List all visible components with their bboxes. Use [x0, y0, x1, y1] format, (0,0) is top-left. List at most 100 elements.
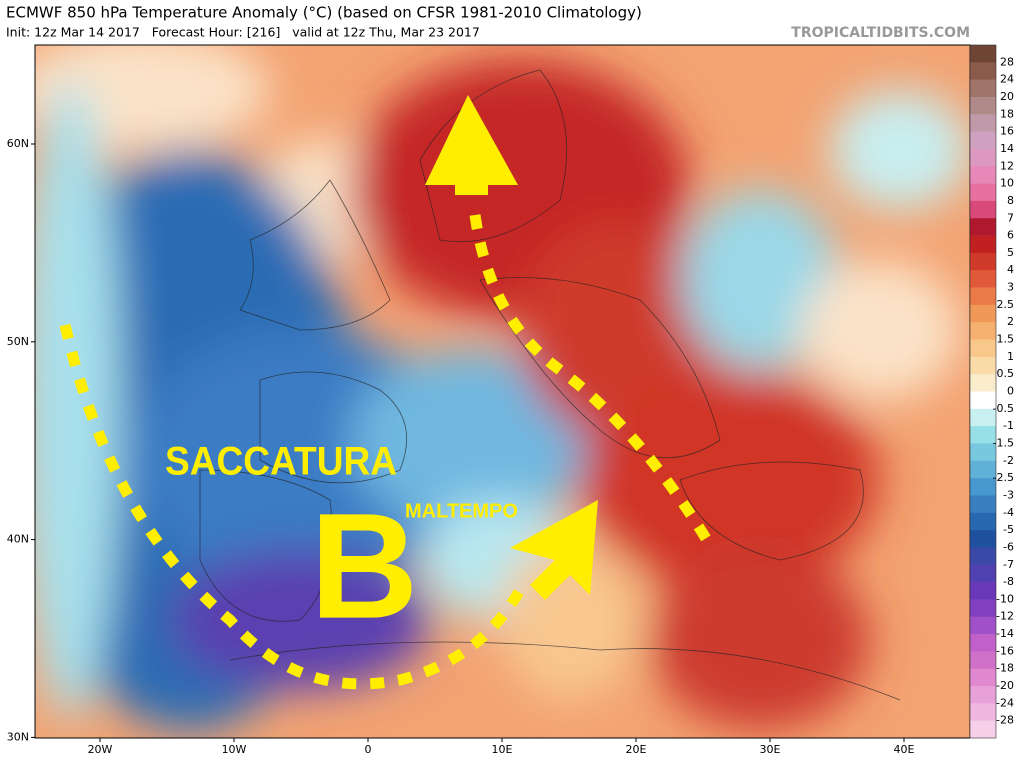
- colorbar-swatch: [970, 79, 996, 98]
- colorbar-swatch: [970, 218, 996, 236]
- colorbar-label: 18: [1000, 107, 1014, 120]
- colorbar-label: -14: [996, 627, 1014, 640]
- colorbar-swatch: [970, 96, 996, 115]
- colorbar-swatch: [970, 183, 996, 202]
- colorbar-swatch: [970, 235, 996, 254]
- axes: 60N 50N 40N 30N 20W 10W 0 10E 20E 30E 40E: [7, 137, 915, 756]
- colorbar-swatch: [970, 582, 996, 600]
- colorbar-label: -28: [996, 714, 1014, 727]
- colorbar-label: -10: [996, 592, 1014, 605]
- colorbar-swatch: [970, 634, 996, 652]
- colorbar-label: 1: [1007, 350, 1014, 363]
- title: ECMWF 850 hPa Temperature Anomaly (°C) (…: [6, 4, 642, 22]
- lon-label: 20E: [626, 743, 647, 756]
- colorbar-label: 0.5: [997, 367, 1015, 380]
- colorbar-label: 5: [1007, 246, 1014, 259]
- subtitle: Init: 12z Mar 14 2017 Forecast Hour: [21…: [6, 25, 480, 40]
- colorbar-label: 8: [1007, 194, 1014, 207]
- colorbar-label: -2.5: [993, 471, 1014, 484]
- colorbar-swatch: [970, 530, 996, 548]
- colorbar-swatch: [970, 391, 996, 410]
- lon-label: 10W: [222, 743, 247, 756]
- colorbar-swatch: [970, 426, 996, 444]
- colorbar-swatch: [970, 720, 996, 739]
- colorbar-swatch: [970, 356, 996, 375]
- colorbar-label: -4: [1003, 506, 1014, 519]
- colorbar-label: -3: [1003, 488, 1014, 501]
- colorbar-swatch: [970, 512, 996, 531]
- colorbar-swatch: [970, 166, 996, 184]
- colorbar-label: 7: [1007, 211, 1014, 224]
- colorbar-swatch: [970, 599, 996, 618]
- colorbar-swatch: [970, 478, 996, 496]
- lat-label: 60N: [7, 137, 29, 150]
- colorbar-swatch: [970, 668, 996, 687]
- colorbar-label: 10: [1000, 177, 1014, 190]
- colorbar-swatch: [970, 460, 996, 479]
- colorbar-label: 12: [1000, 159, 1014, 172]
- colorbar-label: 24: [1000, 73, 1014, 86]
- colorbar-swatch: [970, 686, 996, 704]
- colorbar-label: 2: [1007, 315, 1014, 328]
- annotation-arrows: [59, 95, 715, 690]
- colorbar-label: -0.5: [993, 402, 1014, 415]
- colorbar-swatch: [970, 339, 996, 358]
- colorbar-label: -20: [996, 679, 1014, 692]
- colorbar-label: 4: [1007, 263, 1014, 276]
- colorbar-label: -2: [1003, 454, 1014, 467]
- colorbar-swatch: [970, 45, 996, 63]
- colorbar-swatch: [970, 287, 996, 306]
- colorbar-swatch: [970, 114, 996, 132]
- lon-label: 40E: [894, 743, 915, 756]
- colorbar-label: 20: [1000, 90, 1014, 103]
- colorbar-swatch: [970, 616, 996, 635]
- colorbar-swatch: [970, 703, 996, 721]
- lat-label: 50N: [7, 335, 29, 348]
- colorbar-label: 2.5: [997, 298, 1015, 311]
- lat-label: 30N: [7, 730, 29, 743]
- colorbar-label: -16: [996, 644, 1014, 657]
- lon-label: 20W: [88, 743, 113, 756]
- colorbar-label: 6: [1007, 229, 1014, 242]
- lon-label: 30E: [760, 743, 781, 756]
- colorbar-label: 16: [1000, 125, 1014, 138]
- colorbar-swatch: [970, 408, 996, 427]
- colorbar-label: 28: [1000, 55, 1014, 68]
- lat-label: 40N: [7, 533, 29, 546]
- annotation: SACCATURA: [165, 440, 397, 484]
- colorbar-swatch: [970, 322, 996, 340]
- colorbar-label: -6: [1003, 540, 1014, 553]
- colorbar-swatch: [970, 443, 996, 462]
- colorbar-label: 3: [1007, 281, 1014, 294]
- colorbar-label: -18: [996, 662, 1014, 675]
- colorbar-label: -1.5: [993, 436, 1014, 449]
- colorbar-swatch: [970, 200, 996, 219]
- colorbar-swatch: [970, 651, 996, 669]
- colorbar-label: 14: [1000, 142, 1014, 155]
- colorbar-label: -5: [1003, 523, 1014, 536]
- annotation: B: [310, 482, 418, 650]
- colorbar-label: 1.5: [997, 333, 1015, 346]
- lon-label: 10E: [492, 743, 513, 756]
- colorbar-swatch: [970, 495, 996, 514]
- colorbar-frame: [969, 44, 997, 739]
- colorbar-label: 0: [1007, 385, 1014, 398]
- source: TROPICALTIDBITS.COM: [791, 25, 970, 41]
- colorbar-label: -8: [1003, 575, 1014, 588]
- colorbar-swatch: [970, 374, 996, 392]
- colorbar-swatch: [970, 270, 996, 288]
- lon-label: 0: [365, 743, 372, 756]
- colorbar-swatch: [970, 564, 996, 583]
- colorbar-label: -12: [996, 610, 1014, 623]
- colorbar-swatch: [970, 62, 996, 80]
- colorbar-label: -24: [996, 696, 1014, 709]
- colorbar-swatch: [970, 252, 996, 271]
- colorbar-swatch: [970, 131, 996, 150]
- colorbar-label: -1: [1003, 419, 1014, 432]
- colorbar-label: -7: [1003, 558, 1014, 571]
- annotation: MALTEMPO: [405, 500, 518, 522]
- colorbar-swatch: [970, 304, 996, 323]
- colorbar: 28 24 20 18 16 14 12 10 8 7 6 5 4 3 2.5 2 1.5 1 0.5 0 -0.5 -1…: [969, 44, 1015, 739]
- colorbar-swatch: [970, 148, 996, 167]
